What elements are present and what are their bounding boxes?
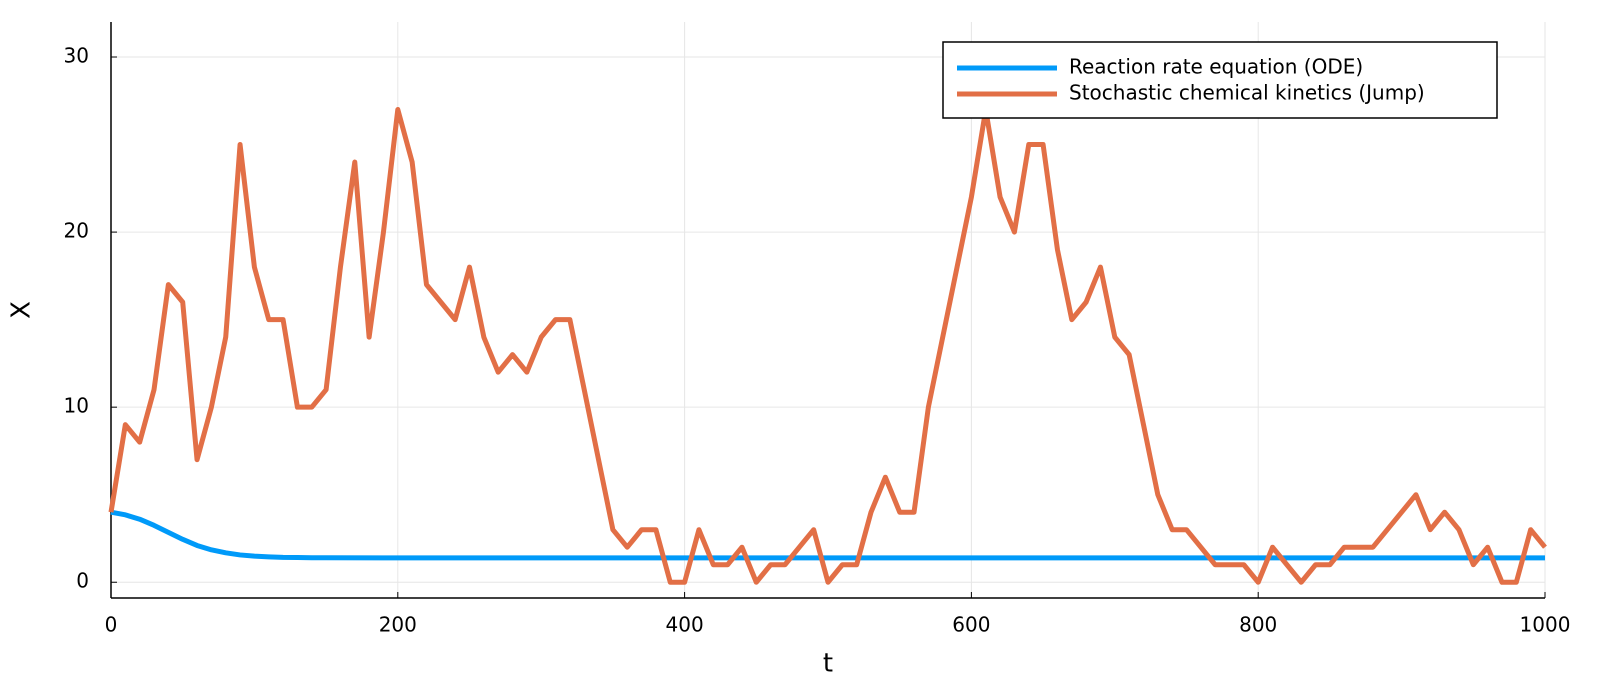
x-tick-label: 600 xyxy=(952,613,990,637)
x-tick-label: 400 xyxy=(666,613,704,637)
legend-label: Stochastic chemical kinetics (Jump) xyxy=(1069,81,1425,105)
x-tick-label: 1000 xyxy=(1520,613,1571,637)
y-tick-label: 30 xyxy=(64,44,89,68)
x-tick-label: 0 xyxy=(105,613,118,637)
data-line xyxy=(108,107,1547,585)
y-axis-label: X xyxy=(7,301,37,319)
x-tick-label: 200 xyxy=(379,613,417,637)
x-tick-label: 800 xyxy=(1239,613,1277,637)
data-line xyxy=(110,509,1545,561)
y-tick-label: 20 xyxy=(64,219,89,243)
y-tick-label: 10 xyxy=(64,394,89,418)
y-tick-label: 0 xyxy=(76,569,89,593)
legend-box xyxy=(942,41,1498,119)
legend-label: Reaction rate equation (ODE) xyxy=(1069,55,1363,79)
x-axis-label: t xyxy=(823,649,833,679)
